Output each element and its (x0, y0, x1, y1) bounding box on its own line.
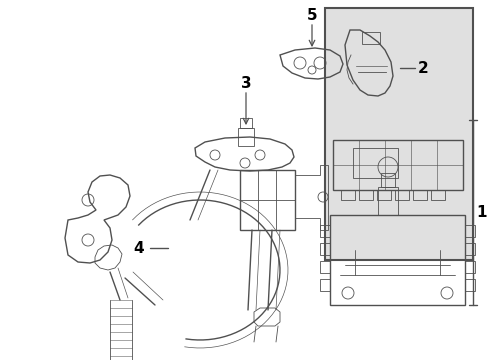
Text: 2: 2 (418, 60, 429, 76)
Bar (465, 261, 475, 273)
Bar (325, 8, 473, 260)
Bar (320, 225, 330, 237)
Bar (353, 148, 398, 178)
Bar (320, 243, 330, 255)
Bar (240, 170, 295, 230)
Bar (240, 118, 252, 128)
Text: 1: 1 (476, 204, 487, 220)
Bar (330, 215, 465, 305)
Bar (431, 190, 445, 200)
Bar (413, 190, 427, 200)
Bar (465, 279, 475, 291)
Bar (320, 279, 330, 291)
Bar (359, 190, 373, 200)
Text: 3: 3 (241, 76, 251, 90)
Bar (333, 140, 463, 190)
Bar (395, 190, 409, 200)
Bar (341, 190, 355, 200)
Bar (465, 243, 475, 255)
Text: 5: 5 (307, 8, 318, 23)
Bar (465, 225, 475, 237)
Bar (362, 32, 380, 44)
Bar (381, 173, 395, 187)
Text: 4: 4 (133, 240, 144, 256)
Bar (320, 261, 330, 273)
Bar (238, 128, 254, 146)
Bar (377, 190, 391, 200)
Bar (378, 187, 398, 215)
